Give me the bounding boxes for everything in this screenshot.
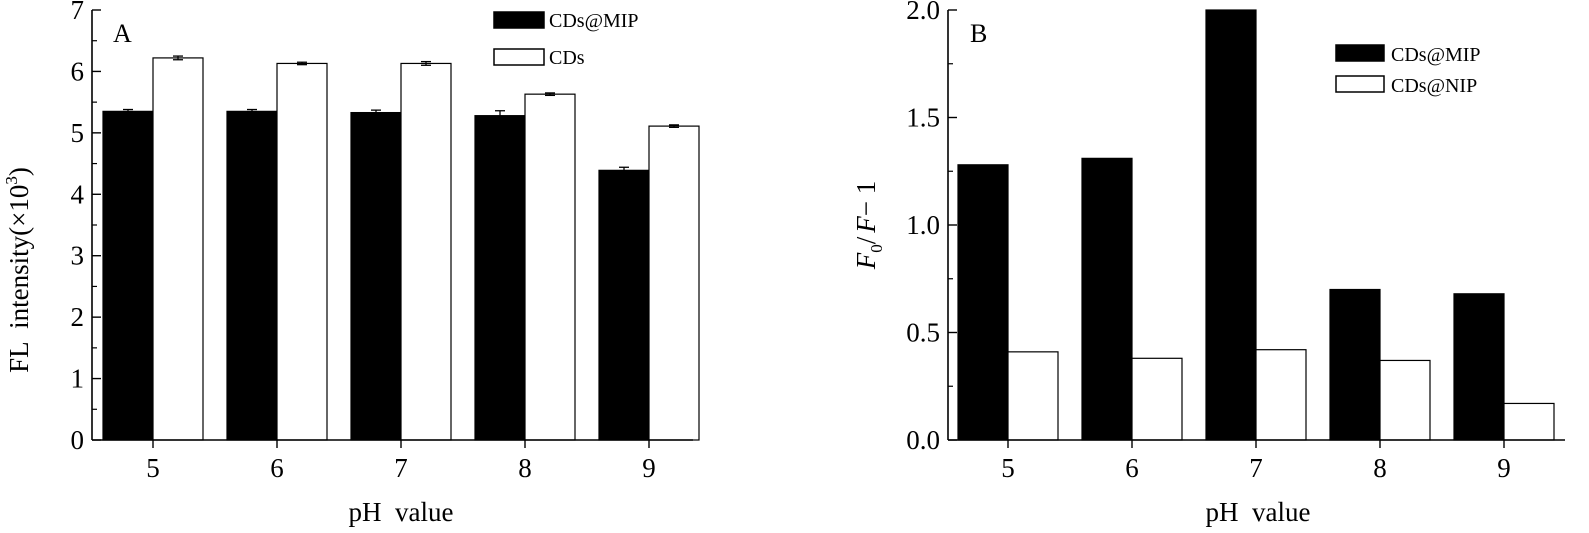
panel-a-y-tick-label: 0 [71,425,85,455]
panel-a-legend: CDs@MIP CDs [493,10,639,69]
panel-b-y-axis-title-f: F [851,252,881,270]
panel-b-bar-cds-nip-ph-8 [1379,359,1431,441]
panel-a-legend-label-2: CDs [549,47,585,69]
panel-a-y-tick-label: 3 [71,241,85,271]
panel-b-y-tick-labels: 0.0 0.5 1.0 1.5 2.0 [906,0,940,455]
panel-b-y-axis-title-slash: / [851,236,881,244]
panel-a-bar-cds-mip-ph-5 [102,110,154,441]
panel-a-bar-cds-mip-ph-9 [598,169,650,441]
panel-a-error-bar-cds-ph-7 [421,60,431,66]
panel-a-bar-cds-ph-6 [276,62,328,441]
panel-b-y-tick-label: 1.0 [906,210,940,240]
panel-a-legend-label-1: CDs@MIP [549,10,639,32]
panel-b-x-tick-label: 7 [1249,453,1263,483]
panel-a-error-bar-cds-ph-8 [545,92,555,97]
panel-b-legend-swatch-2 [1335,75,1385,93]
panel-a-y-tick-label: 5 [71,118,85,148]
panel-b-bar-cds-nip-ph-7 [1255,349,1307,441]
panel-b-y-axis-title-f2: F [851,216,881,234]
panel-a-bars [102,57,700,441]
panel-a-error-bar-cds-ph-5 [173,55,183,61]
panel-a-bar-cds-ph-9 [648,125,700,441]
panel-a-y-tick-labels: 0 1 2 3 4 5 6 7 [71,0,85,455]
panel-b-y-axis-title: F0/F− 1 [851,181,886,271]
panel-a-y-axis-title-main: FL intensity(×10 [4,185,34,373]
panel-a-error-bars [123,55,679,175]
panel-b-legend: CDs@MIP CDs@NIP [1335,44,1481,97]
panel-b-legend-label-2: CDs@NIP [1391,75,1477,97]
panel-b-legend-label-1: CDs@MIP [1391,44,1481,66]
panel-b-bar-cds-mip-ph-6 [1081,157,1133,441]
panel-b-bar-cds-nip-ph-6 [1131,357,1183,441]
panel-a-bar-cds-mip-ph-6 [226,110,278,441]
panel-b-legend-swatch-1 [1335,44,1385,62]
panel-a-label: A [113,19,132,48]
panel-b-axes [947,9,1565,448]
panel-a-error-bar-cds-ph-6 [297,61,307,66]
panel-a-y-tick-label: 4 [71,179,85,209]
panel-a-bar-cds-mip-ph-7 [350,111,402,441]
panel-a-error-bar-cds-mip-ph-6 [247,108,257,114]
panel-b-bar-cds-mip-ph-7 [1205,9,1257,441]
panel-b-y-axis-title-tail: − 1 [851,181,881,216]
panel-b-y-tick-label: 0.5 [906,318,940,348]
panel-a-x-axis-title: pH value [349,497,454,527]
panel-b-y-tick-label: 2.0 [906,0,940,25]
panel-a-y-tick-label: 2 [71,302,85,332]
panel-b-x-tick-label: 6 [1125,453,1139,483]
panel-a-bar-cds-ph-5 [152,57,204,441]
panel-a-error-bar-cds-mip-ph-8 [495,110,505,122]
panel-a-axes [91,9,693,448]
panel-a-error-bar-cds-mip-ph-7 [371,109,381,116]
panel-a-x-tick-label: 6 [270,453,284,483]
panel-a-error-bar-cds-mip-ph-5 [123,108,133,114]
panel-a-x-tick-label: 5 [146,453,160,483]
panel-b-y-tick-label: 1.5 [906,103,940,133]
panel-b-bar-cds-mip-ph-8 [1329,288,1381,441]
panel-b-bar-cds-mip-ph-5 [957,164,1009,441]
panel-b-bars [957,9,1555,441]
panel-b-bar-cds-nip-ph-5 [1007,351,1059,441]
panel-a-y-tick-label: 1 [71,364,85,394]
panel-a-y-axis-title: FL intensity(×103) [2,167,34,373]
panel-a-x-tick-label: 7 [394,453,408,483]
panel-a-y-tick-label: 6 [71,56,85,86]
panel-a-error-bar-cds-mip-ph-9 [619,166,629,175]
panel-a-y-tick-label: 7 [71,0,85,25]
panel-a-y-axis-title-tail: ) [4,167,34,176]
panel-b-y-tick-label: 0.0 [906,425,940,455]
panel-a-bar-cds-ph-7 [400,62,452,441]
panel-a: 0 1 2 3 4 5 6 7 5 6 7 8 9 A CDs@MIP CDs pH value FL… [2,0,700,527]
panel-a-x-tick-label: 9 [642,453,656,483]
panel-a-bar-cds-mip-ph-8 [474,115,526,441]
panel-a-x-tick-labels: 5 6 7 8 9 [146,453,656,483]
panel-b-x-axis-title: pH value [1206,497,1311,527]
panel-b-label: B [970,19,987,48]
panel-a-y-axis-title-sup: 3 [2,176,21,185]
panel-a-legend-swatch-2 [493,48,545,66]
panel-a-legend-swatch-1 [493,11,545,29]
panel-a-x-tick-label: 8 [518,453,532,483]
panel-b-bar-cds-nip-ph-9 [1503,402,1555,441]
panel-b-x-tick-labels: 5 6 7 8 9 [1001,453,1511,483]
panel-b-x-tick-label: 9 [1497,453,1511,483]
panel-b-y-axis-title-sub: 0 [867,244,886,253]
panel-a-bar-cds-ph-8 [524,93,576,441]
panel-a-error-bar-cds-ph-9 [669,124,679,128]
panel-b-x-tick-label: 5 [1001,453,1015,483]
panel-b-bar-cds-mip-ph-9 [1453,293,1505,441]
panel-b-x-tick-label: 8 [1373,453,1387,483]
